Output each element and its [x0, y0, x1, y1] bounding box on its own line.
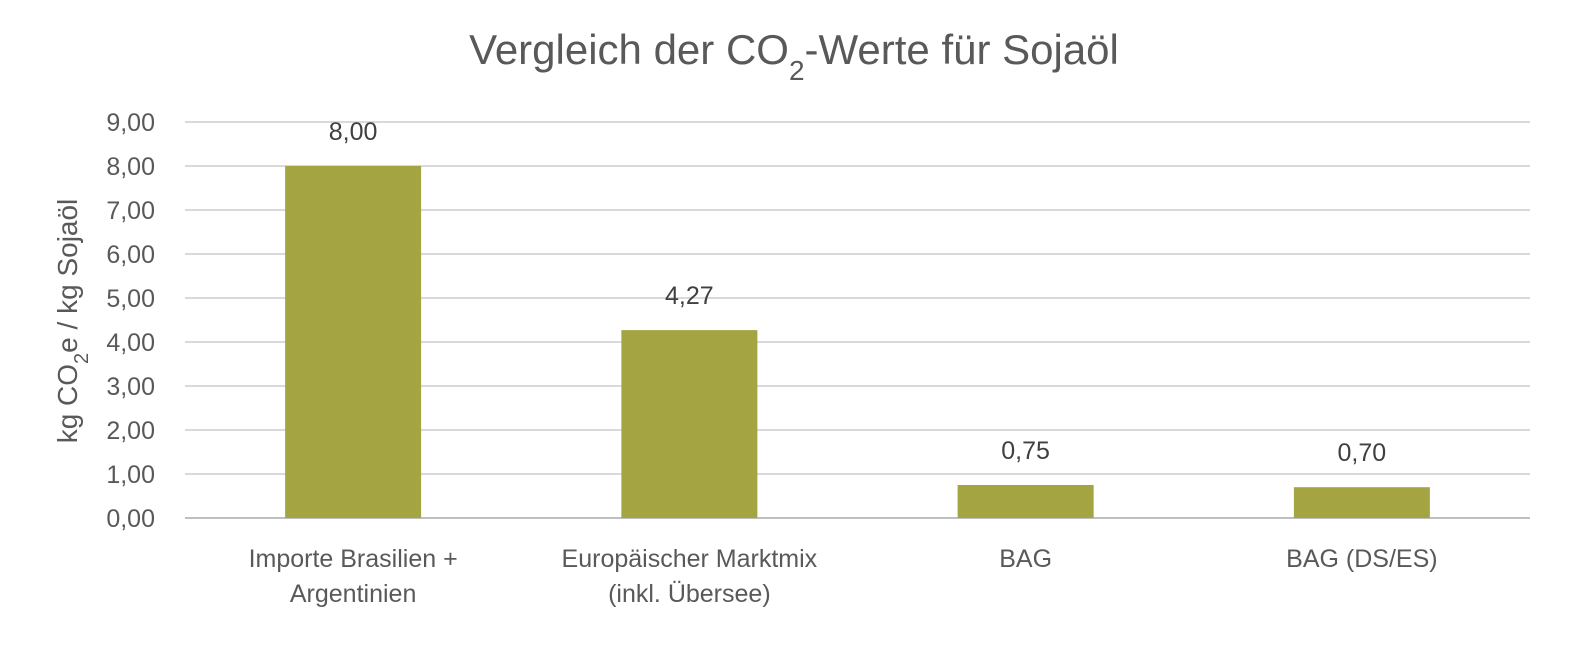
y-tick-label: 3,00 — [106, 373, 155, 401]
data-label: 0,70 — [1338, 439, 1387, 467]
y-tick-label: 1,00 — [106, 461, 155, 489]
bar — [285, 166, 422, 518]
y-tick-label: 9,00 — [106, 109, 155, 137]
y-tick-label: 0,00 — [106, 505, 155, 533]
data-label: 0,75 — [1001, 437, 1050, 465]
category-label-line: (inkl. Übersee) — [608, 580, 771, 608]
category-label-line: Europäischer Marktmix — [562, 545, 818, 573]
y-tick-label: 8,00 — [106, 153, 155, 181]
bar — [621, 330, 758, 518]
data-labels: 8,00 4,27 0,75 0,70 — [329, 118, 1386, 467]
y-axis-label: kg CO2e / kg Sojaöl — [52, 199, 93, 444]
category-label: Europäischer Marktmix (inkl. Übersee) — [562, 545, 818, 608]
category-label: Importe Brasilien + Argentinien — [249, 545, 458, 608]
category-label: BAG (DS/ES) — [1286, 545, 1437, 573]
bar — [957, 485, 1094, 518]
bars — [285, 166, 1430, 518]
y-tick-label: 5,00 — [106, 285, 155, 313]
data-label: 8,00 — [329, 118, 378, 146]
y-tick-label: 4,00 — [106, 329, 155, 357]
y-tick-label: 2,00 — [106, 417, 155, 445]
x-axis-categories: Importe Brasilien + Argentinien Europäisch… — [249, 545, 1438, 608]
chart-title-main: Vergleich der CO — [469, 26, 789, 73]
category-label-line: BAG (DS/ES) — [1286, 545, 1437, 573]
y-axis-label-rest: e / kg Sojaöl — [52, 199, 83, 353]
y-axis-label-main: kg CO — [52, 364, 83, 443]
category-label-line: BAG — [999, 545, 1052, 573]
y-axis-label-subscript: 2 — [71, 353, 93, 364]
data-label: 4,27 — [665, 282, 714, 310]
bar — [1293, 487, 1430, 518]
chart-title-rest: -Werte für Sojaöl — [805, 26, 1119, 73]
y-tick-label: 7,00 — [106, 197, 155, 225]
y-tick-label: 6,00 — [106, 241, 155, 269]
y-axis-ticks: 0,00 1,00 2,00 3,00 4,00 5,00 6,00 7,00 8,00 9,00 — [106, 109, 155, 533]
category-label-line: Argentinien — [290, 580, 416, 608]
category-label-line: Importe Brasilien + — [249, 545, 458, 573]
chart-title-subscript: 2 — [789, 55, 805, 86]
category-label: BAG — [999, 545, 1052, 573]
chart-title: Vergleich der CO2-Werte für Sojaöl — [469, 26, 1119, 86]
